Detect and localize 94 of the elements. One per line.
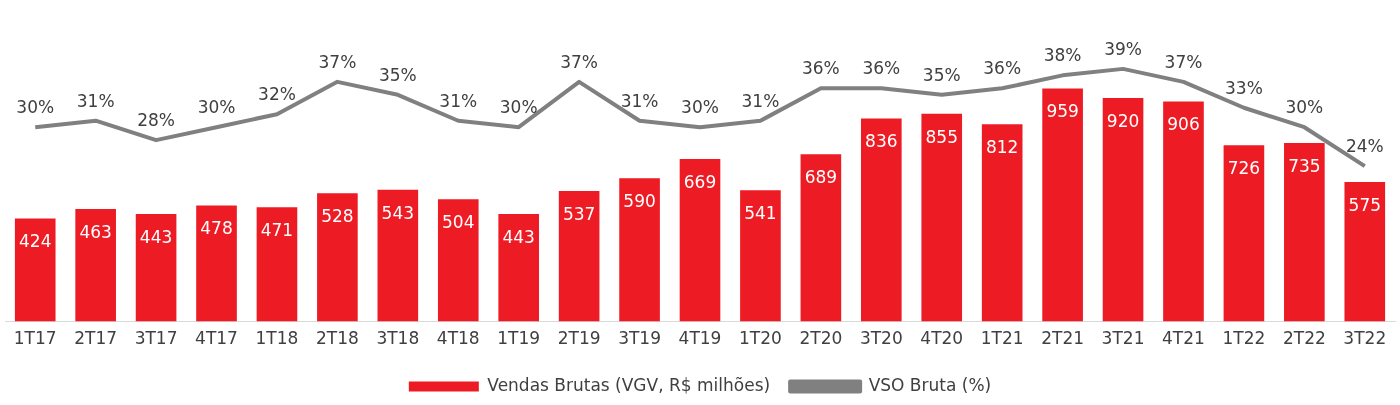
bar: [740, 190, 781, 322]
data-label: 537: [562, 204, 596, 225]
data-label: 735: [1288, 155, 1321, 176]
data-label: 30%: [681, 97, 719, 118]
bar: [256, 207, 298, 322]
data-label: 855: [925, 126, 958, 147]
data-label: 31%: [620, 90, 659, 111]
bar: [437, 199, 479, 322]
x-tick-label: 1T22: [1222, 328, 1266, 349]
x-tick-label: 4T20: [920, 328, 964, 349]
data-label: 463: [79, 222, 112, 243]
x-tick-label: 4T18: [436, 328, 480, 349]
x-tick-label: 1T17: [13, 328, 57, 349]
data-label: 30%: [197, 97, 236, 118]
bar: [14, 218, 56, 322]
data-label: 30%: [1285, 97, 1324, 118]
data-label: 33%: [1225, 77, 1263, 98]
data-label: 37%: [1164, 51, 1203, 72]
data-label: 443: [139, 226, 173, 247]
bar: [196, 205, 237, 322]
x-tick-label: 3T18: [376, 328, 420, 349]
x-tick-label: 3T20: [859, 328, 903, 349]
data-label: 906: [1167, 114, 1200, 135]
x-tick-label: 2T18: [315, 328, 359, 349]
data-label: 590: [623, 191, 656, 212]
bar: [921, 113, 963, 322]
data-label: 689: [804, 167, 838, 188]
data-label: 38%: [1043, 45, 1082, 66]
data-label: 443: [502, 226, 535, 247]
bar: [860, 118, 902, 322]
bar: [75, 209, 116, 322]
bar: [1344, 181, 1386, 322]
bar: [1042, 88, 1083, 322]
x-tick-label: 2T21: [1041, 328, 1085, 349]
x-tick-label: 2T19: [557, 328, 601, 349]
data-label: 36%: [862, 58, 901, 79]
data-label: 37%: [560, 51, 599, 72]
bar: [981, 124, 1023, 322]
bar: [619, 178, 660, 322]
data-label: 36%: [801, 58, 840, 79]
data-label: 575: [1348, 194, 1382, 215]
data-label: 478: [200, 218, 233, 239]
x-tick-label: 2T17: [74, 328, 118, 349]
x-tick-label: 3T22: [1343, 328, 1387, 349]
x-tick-label: 2T20: [799, 328, 843, 349]
data-label: 504: [442, 212, 475, 233]
bar: [679, 159, 721, 322]
x-tick-label: 1T18: [255, 328, 299, 349]
bar: [1163, 101, 1204, 322]
data-label: 35%: [922, 64, 961, 85]
data-label: 726: [1227, 158, 1261, 179]
data-label: 959: [1046, 101, 1079, 122]
bar: [1284, 143, 1325, 322]
data-label: 37%: [318, 51, 357, 72]
data-label: 471: [260, 220, 294, 241]
x-tick-label: 3T17: [134, 328, 178, 349]
data-label: 39%: [1104, 38, 1142, 59]
data-label: 35%: [378, 64, 417, 85]
bar: [498, 213, 540, 322]
bar: [377, 189, 419, 322]
bar: [317, 193, 358, 322]
x-tick-label: 2T22: [1282, 328, 1326, 349]
data-label: 920: [1106, 110, 1140, 131]
bar: [1223, 145, 1265, 322]
x-tick-label: 1T19: [497, 328, 541, 349]
data-label: 812: [985, 137, 1019, 158]
data-label: 28%: [137, 110, 175, 131]
data-label: 543: [381, 202, 415, 223]
x-tick-label: 4T21: [1162, 328, 1205, 349]
data-label: 24%: [1345, 136, 1384, 156]
legend-label: VSO Bruta (%): [868, 374, 992, 395]
x-tick-label: 1T20: [739, 328, 782, 349]
data-label: 528: [321, 206, 354, 227]
data-label: 30%: [499, 97, 538, 118]
data-label: 36%: [983, 58, 1022, 79]
x-tick-label: 3T21: [1101, 328, 1145, 349]
data-label: 32%: [258, 84, 296, 105]
data-label: 31%: [741, 90, 780, 111]
data-label: 836: [865, 131, 898, 152]
legend-label: Vendas Brutas (VGV, R$ milhões): [487, 374, 771, 395]
x-tick-label: 4T17: [195, 328, 238, 349]
bar: [558, 191, 600, 322]
data-label: 30%: [16, 97, 55, 118]
data-label: 669: [683, 171, 717, 192]
x-tick-label: 3T19: [618, 328, 661, 349]
data-label: 541: [744, 203, 777, 224]
bar: [800, 154, 842, 322]
bar: [1102, 98, 1144, 322]
data-label: 31%: [76, 90, 115, 111]
data-label: 424: [18, 231, 52, 252]
x-tick-label: 1T21: [980, 328, 1024, 349]
data-label: 31%: [439, 90, 478, 111]
bar: [135, 213, 177, 322]
x-tick-label: 4T19: [678, 328, 722, 349]
